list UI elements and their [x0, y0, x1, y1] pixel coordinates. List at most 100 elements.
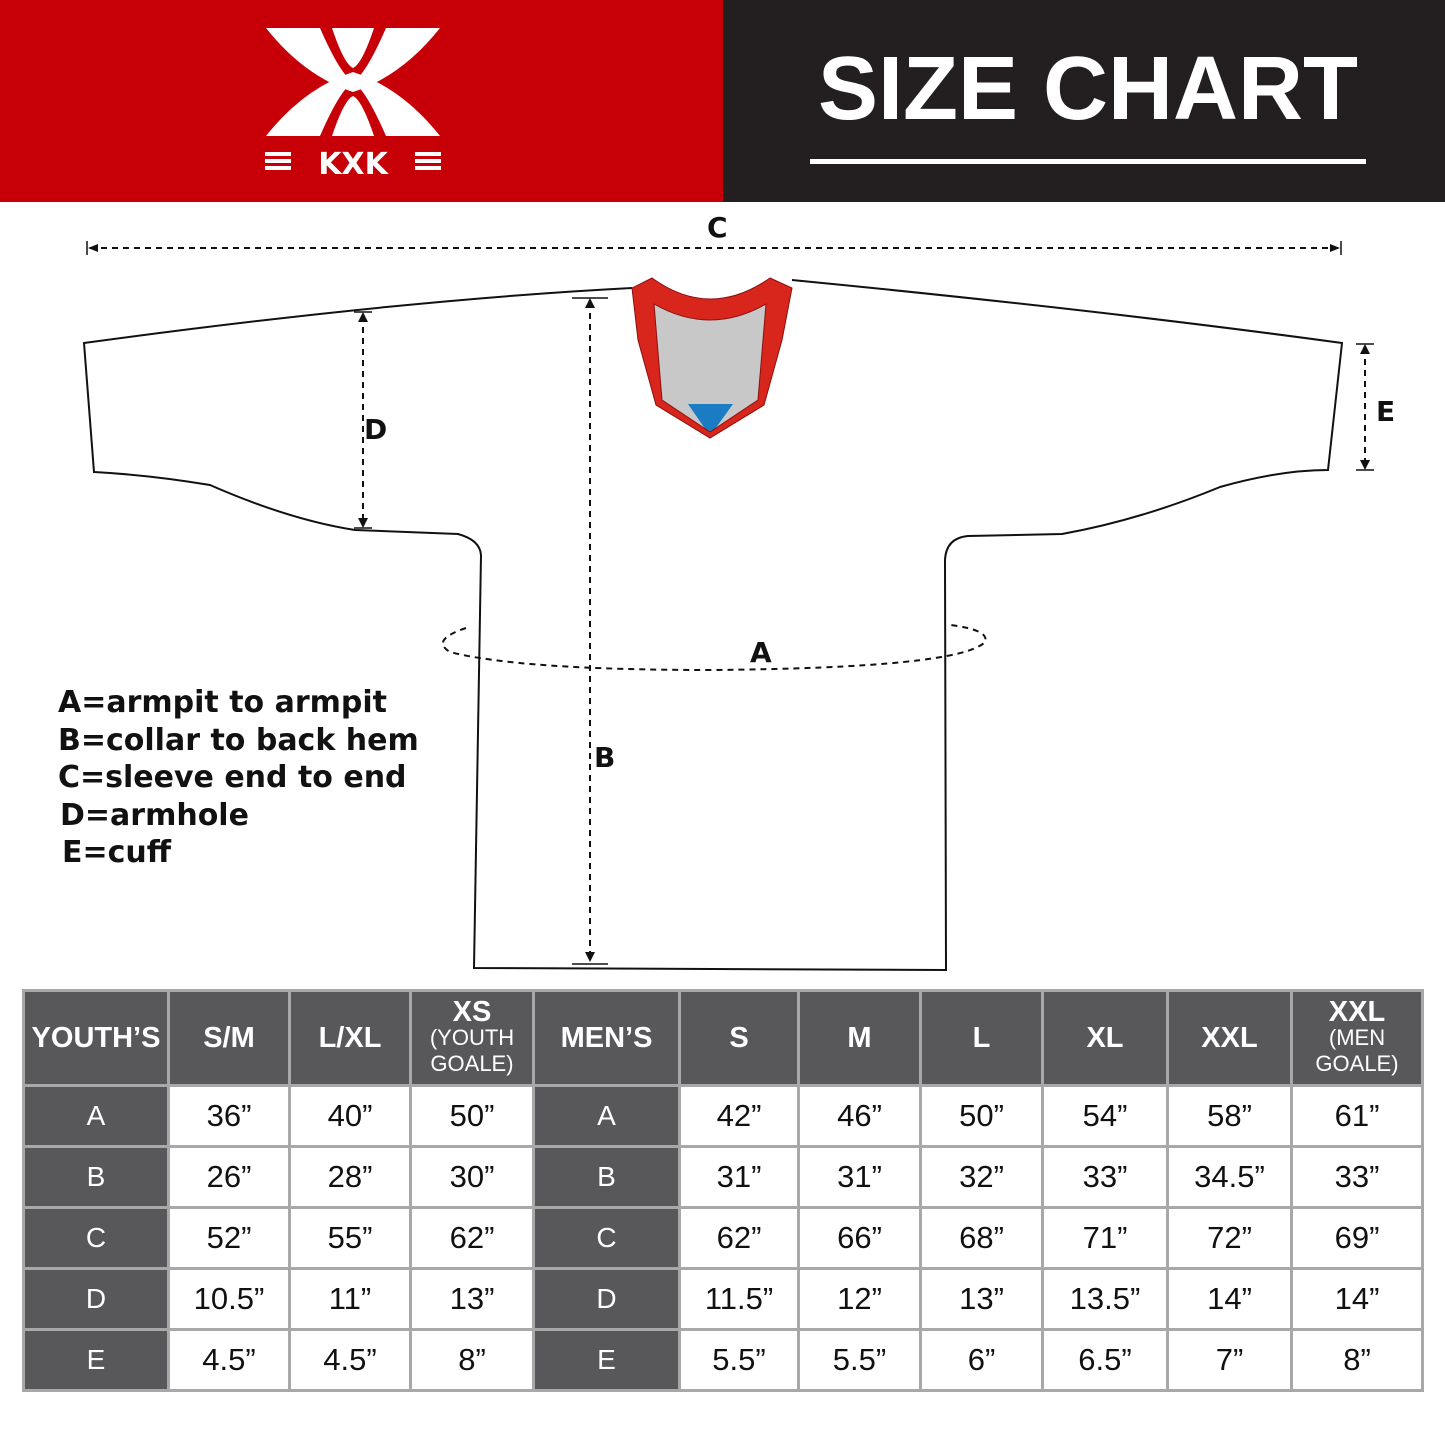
- youth-col-header: S/M: [167, 989, 291, 1087]
- table-cell: 61”: [1290, 1084, 1424, 1148]
- men-col-header: XXL (MEN GOALE): [1290, 989, 1424, 1087]
- column-label: XXL: [1201, 1022, 1258, 1054]
- men-col-header: XL: [1041, 989, 1169, 1087]
- table-cell: 33”: [1290, 1145, 1424, 1209]
- men-col-header: M: [797, 989, 922, 1087]
- row-key-youth: C: [22, 1206, 170, 1270]
- table-cell: 68”: [919, 1206, 1044, 1270]
- column-label: L/XL: [318, 1022, 382, 1054]
- table-cell: 40”: [288, 1084, 412, 1148]
- legend-a: A=armpit to armpit: [58, 685, 387, 720]
- table-cell: 6.5”: [1041, 1328, 1169, 1392]
- column-sublabel: (MEN GOALE): [1315, 1025, 1399, 1076]
- row-key-men: C: [532, 1206, 681, 1270]
- table-cell: 62”: [678, 1206, 800, 1270]
- legend-b: B=collar to back hem: [58, 722, 419, 758]
- table-row: A 36” 40” 50” A 42” 46” 50” 54” 58” 61”: [22, 1084, 1424, 1148]
- table-cell: 42”: [678, 1084, 800, 1148]
- men-col-header: XXL: [1166, 989, 1293, 1087]
- table-cell: 11”: [288, 1267, 412, 1331]
- row-key-men: E: [532, 1328, 681, 1392]
- table-cell: 71”: [1041, 1206, 1169, 1270]
- jersey-outline: [82, 279, 1344, 972]
- table-cell: 11.5”: [678, 1267, 800, 1331]
- collar-trim: [631, 277, 793, 439]
- table-cell: 10.5”: [167, 1267, 291, 1331]
- row-key-youth: A: [22, 1084, 170, 1148]
- table-cell: 8”: [409, 1328, 535, 1392]
- column-label: XL: [1086, 1022, 1124, 1054]
- table-cell: 31”: [797, 1145, 922, 1209]
- label-a: A: [750, 636, 772, 669]
- table-cell: 30”: [409, 1145, 535, 1209]
- table-cell: 62”: [409, 1206, 535, 1270]
- table-cell: 5.5”: [797, 1328, 922, 1392]
- table-cell: 46”: [797, 1084, 922, 1148]
- table-row: E 4.5” 4.5” 8” E 5.5” 5.5” 6” 6.5” 7” 8”: [22, 1328, 1424, 1392]
- column-label: MEN’S: [560, 1022, 653, 1054]
- logo-text: KXK: [318, 147, 389, 180]
- youth-col-header: XS (YOUTH GOALE): [409, 989, 535, 1087]
- size-table: YOUTH’S S/M L/XL XS (YOUTH GOALE) MEN’S S M L XL X…: [22, 989, 1424, 1392]
- label-c: C: [707, 211, 728, 244]
- column-label: L: [972, 1022, 991, 1054]
- column-label: S: [729, 1022, 749, 1054]
- youth-header: YOUTH’S: [22, 989, 170, 1087]
- column-label: M: [847, 1022, 872, 1054]
- table-row: D 10.5” 11” 13” D 11.5” 12” 13” 13.5” 14” 14”: [22, 1267, 1424, 1331]
- column-label: XS: [452, 996, 492, 1028]
- table-cell: 14”: [1166, 1267, 1293, 1331]
- table-cell: 5.5”: [678, 1328, 800, 1392]
- row-key-men: B: [532, 1145, 681, 1209]
- column-label: S/M: [203, 1022, 255, 1054]
- table-cell: 50”: [409, 1084, 535, 1148]
- column-label: YOUTH’S: [31, 1022, 161, 1054]
- youth-col-header: L/XL: [288, 989, 412, 1087]
- table-header-row: YOUTH’S S/M L/XL XS (YOUTH GOALE) MEN’S S M L XL X…: [22, 989, 1424, 1087]
- label-e: E: [1376, 395, 1396, 428]
- table-cell: 32”: [919, 1145, 1044, 1209]
- jersey-diagram: [82, 241, 1374, 972]
- measure-a-line: [441, 624, 987, 672]
- legend-c: C=sleeve end to end: [58, 760, 407, 795]
- table-cell: 34.5”: [1166, 1145, 1293, 1209]
- table-cell: 54”: [1041, 1084, 1169, 1148]
- table-cell: 58”: [1166, 1084, 1293, 1148]
- legend-e: E=cuff: [62, 835, 172, 870]
- legend-d: D=armhole: [60, 797, 249, 833]
- table-cell: 8”: [1290, 1328, 1424, 1392]
- table-cell: 26”: [167, 1145, 291, 1209]
- label-b: B: [594, 741, 616, 774]
- table-row: C 52” 55” 62” C 62” 66” 68” 71” 72” 69”: [22, 1206, 1424, 1270]
- column-sublabel: (YOUTH GOALE): [429, 1025, 515, 1076]
- table-cell: 28”: [288, 1145, 412, 1209]
- men-col-header: S: [678, 989, 800, 1087]
- table-cell: 14”: [1290, 1267, 1424, 1331]
- row-key-men: A: [532, 1084, 681, 1148]
- page-title: SIZE CHART: [818, 39, 1358, 139]
- collar-blue: [688, 404, 733, 436]
- title-header: [723, 0, 1445, 202]
- collar-grey: [650, 300, 770, 436]
- row-key-men: D: [532, 1267, 681, 1331]
- table-cell: 55”: [288, 1206, 412, 1270]
- table-cell: 50”: [919, 1084, 1044, 1148]
- table-cell: 6”: [919, 1328, 1044, 1392]
- table-cell: 72”: [1166, 1206, 1293, 1270]
- table-cell: 31”: [678, 1145, 800, 1209]
- table-cell: 4.5”: [288, 1328, 412, 1392]
- table-cell: 13”: [919, 1267, 1044, 1331]
- label-d: D: [364, 413, 388, 446]
- kxk-logo: KXK: [265, 28, 441, 180]
- table-cell: 13.5”: [1041, 1267, 1169, 1331]
- table-cell: 7”: [1166, 1328, 1293, 1392]
- row-key-youth: E: [22, 1328, 170, 1392]
- table-cell: 13”: [409, 1267, 535, 1331]
- table-row: B 26” 28” 30” B 31” 31” 32” 33” 34.5” 33”: [22, 1145, 1424, 1209]
- table-cell: 33”: [1041, 1145, 1169, 1209]
- measurement-legend: A=armpit to armpit B=collar to back hem …: [58, 684, 419, 872]
- row-key-youth: B: [22, 1145, 170, 1209]
- table-cell: 12”: [797, 1267, 922, 1331]
- table-cell: 4.5”: [167, 1328, 291, 1392]
- table-cell: 36”: [167, 1084, 291, 1148]
